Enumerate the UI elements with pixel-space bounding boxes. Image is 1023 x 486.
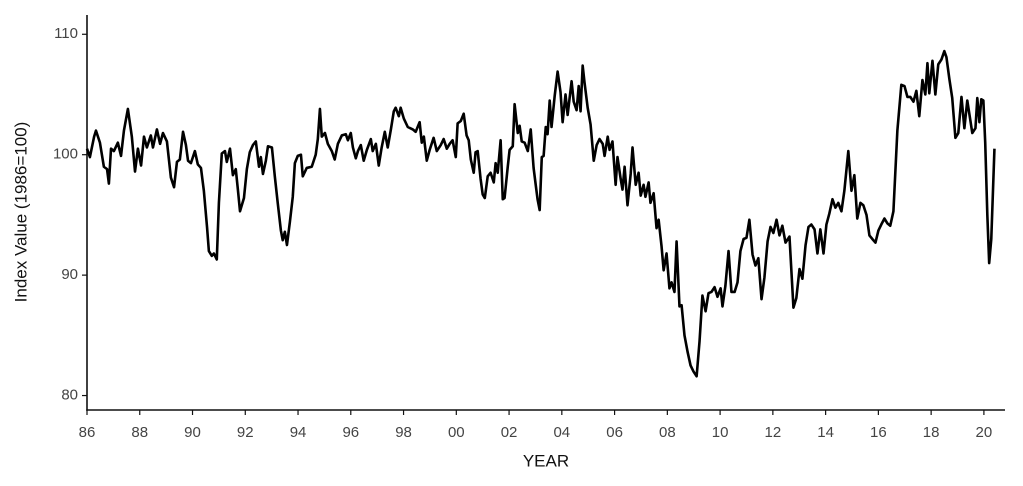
x-axis-title: YEAR bbox=[523, 451, 569, 470]
x-tick-label: 04 bbox=[553, 424, 570, 441]
x-tick-label: 96 bbox=[342, 424, 359, 441]
x-tick-label: 06 bbox=[606, 424, 623, 441]
x-tick-label: 92 bbox=[237, 424, 254, 441]
data-line bbox=[85, 49, 996, 378]
x-tick-label: 10 bbox=[712, 424, 729, 441]
y-tick-label: 90 bbox=[61, 266, 78, 283]
x-tick-label: 98 bbox=[395, 424, 412, 441]
x-tick-label: 90 bbox=[184, 424, 201, 441]
x-tick-label: 16 bbox=[870, 424, 887, 441]
x-tick-label: 88 bbox=[131, 424, 148, 441]
x-tick-label: 18 bbox=[923, 424, 940, 441]
x-tick-label: 12 bbox=[765, 424, 782, 441]
x-tick-label: 00 bbox=[448, 424, 465, 441]
y-tick-label: 110 bbox=[54, 25, 78, 42]
x-tick-label: 14 bbox=[817, 424, 834, 441]
x-tick-label: 94 bbox=[290, 424, 307, 441]
x-tick-label: 08 bbox=[659, 424, 676, 441]
x-tick-label: 02 bbox=[501, 424, 518, 441]
x-tick-label: 86 bbox=[79, 424, 96, 441]
y-axis-title: Index Value (1986=100) bbox=[11, 122, 30, 303]
y-tick-label: 80 bbox=[61, 387, 78, 404]
x-tick-label: 20 bbox=[976, 424, 993, 441]
y-tick-label: 100 bbox=[53, 146, 78, 163]
